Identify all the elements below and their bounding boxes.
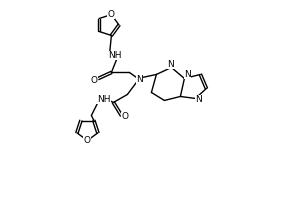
Text: N: N <box>136 75 143 84</box>
Text: O: O <box>108 10 115 19</box>
Text: N: N <box>167 60 174 69</box>
Text: N: N <box>195 95 202 104</box>
Text: NH: NH <box>97 95 110 104</box>
Text: O: O <box>91 76 98 85</box>
Text: O: O <box>84 136 91 145</box>
Text: N: N <box>184 70 191 79</box>
Text: NH: NH <box>108 51 121 60</box>
Text: O: O <box>122 112 129 121</box>
